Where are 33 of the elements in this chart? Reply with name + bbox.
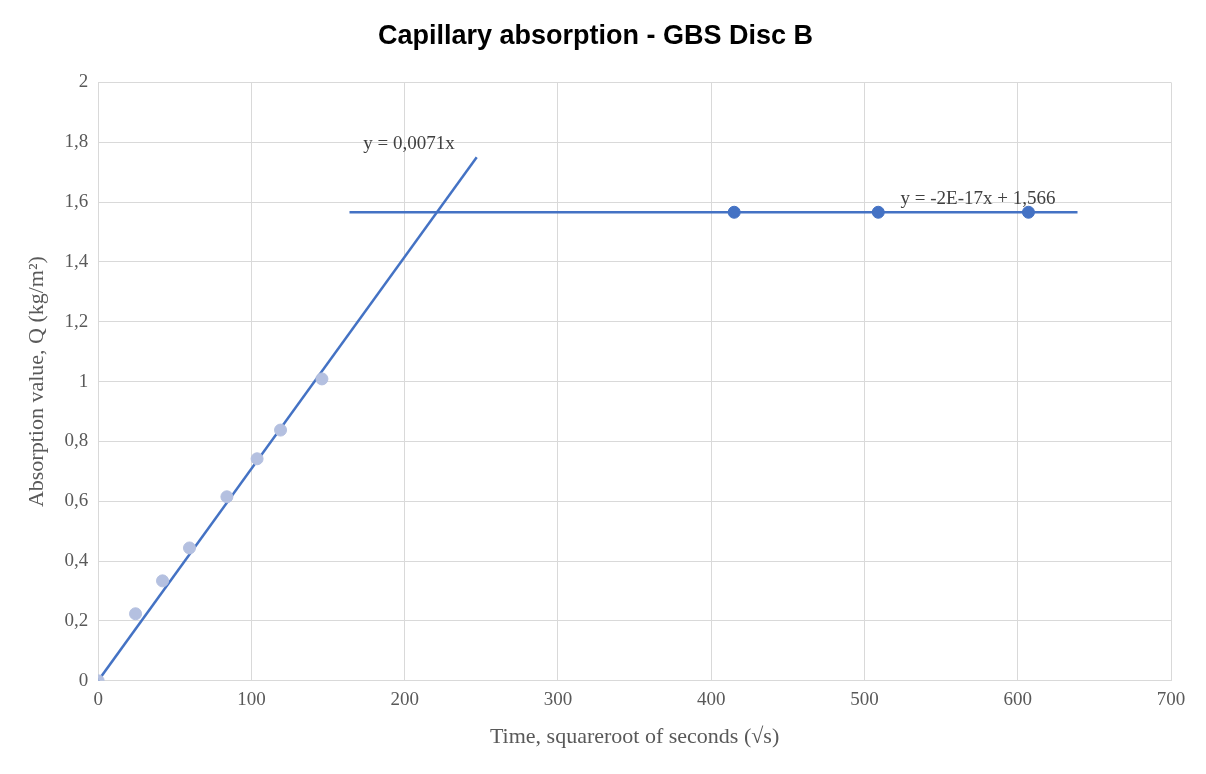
point <box>250 452 264 466</box>
y-tick-label: 1,4 <box>64 249 89 271</box>
y-tick-label: 0,8 <box>64 429 89 451</box>
annotation: y = -2E-17x + 1,566 <box>900 186 1056 208</box>
x-tick-label: 100 <box>237 688 266 710</box>
x-tick-label: 400 <box>696 688 726 710</box>
y-axis-title: Absorption value, Q (kg/m²) <box>22 256 48 508</box>
x-tick-label: 0 <box>93 688 103 710</box>
point <box>220 490 234 504</box>
point <box>183 541 196 555</box>
y-tick-label: 1,8 <box>64 130 89 152</box>
x-tick-label: 600 <box>1003 688 1032 710</box>
chart-title: Capillary absorption - GBS Disc B <box>377 19 814 50</box>
x-tick-label: 500 <box>850 688 879 710</box>
y-tick-label: 0,6 <box>64 489 89 511</box>
y-tick-label: 1,2 <box>64 309 89 331</box>
point <box>274 423 288 437</box>
y-tick-label: 1 <box>78 369 89 391</box>
point <box>315 372 329 386</box>
point <box>727 205 741 219</box>
annotation: y = 0,0071x <box>363 131 456 153</box>
point <box>156 574 170 588</box>
y-tick-label: 0,4 <box>64 549 89 571</box>
x-tick-label: 700 <box>1156 688 1186 710</box>
y-tick-label: 1,6 <box>64 190 89 212</box>
y-tick-label: 0 <box>78 668 89 690</box>
point <box>129 607 143 621</box>
point <box>871 205 885 219</box>
y-tick-label: 0,2 <box>64 608 89 630</box>
y-tick-label: 2 <box>78 70 89 92</box>
x-tick-label: 200 <box>390 688 419 710</box>
x-tick-label: 300 <box>543 688 573 710</box>
x-axis-title: Time, squareroot of seconds (√s) <box>489 722 780 748</box>
